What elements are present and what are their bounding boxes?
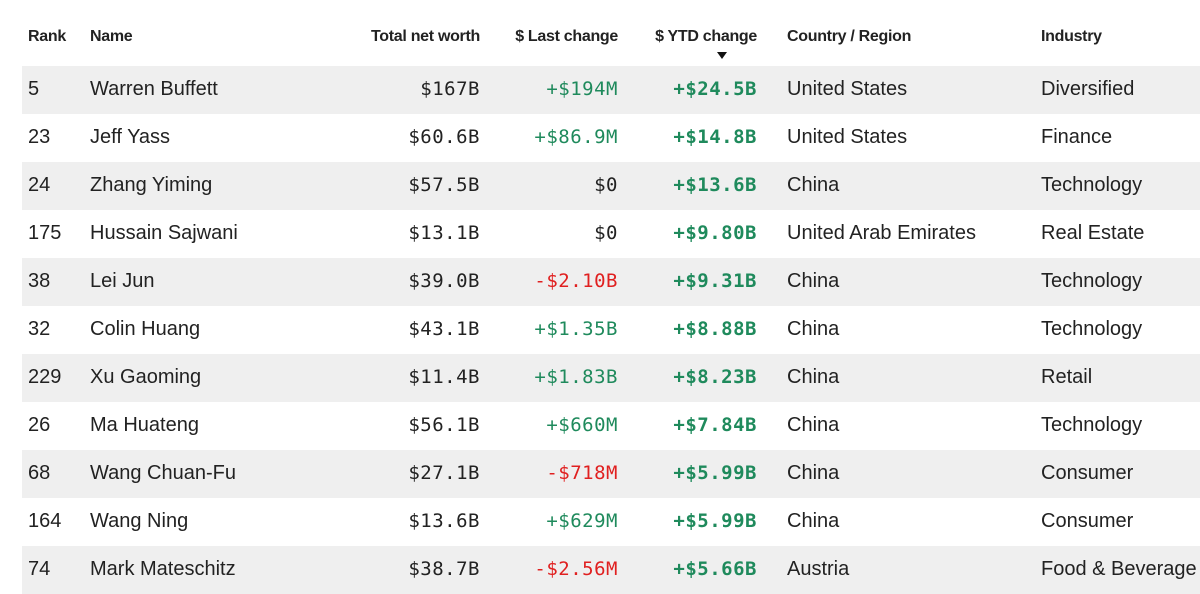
ytd-change-cell: +$8.88B bbox=[673, 318, 757, 340]
table-row[interactable]: 23 Jeff Yass $60.6B +$86.9M +$14.8B United St… bbox=[22, 114, 1200, 162]
ytd-change-cell: +$7.84B bbox=[673, 414, 757, 436]
industry-cell: Technology bbox=[1041, 414, 1143, 436]
industry-cell: Consumer bbox=[1041, 462, 1134, 484]
ytd-change-cell: +$5.99B bbox=[673, 462, 757, 484]
net-worth-cell: $38.7B bbox=[408, 558, 480, 580]
header-industry[interactable]: Industry bbox=[1041, 28, 1102, 45]
country-cell: United Arab Emirates bbox=[787, 222, 976, 244]
table-row[interactable]: 32 Colin Huang $43.1B +$1.35B +$8.88B China Te… bbox=[22, 306, 1200, 354]
net-worth-cell: $43.1B bbox=[408, 318, 480, 340]
ytd-change-cell: +$24.5B bbox=[673, 78, 757, 100]
header-net-worth[interactable]: Total net worth bbox=[371, 28, 480, 45]
last-change-cell: +$660M bbox=[546, 414, 618, 436]
table-header: Rank Name Total net worth $ Last change … bbox=[22, 0, 1200, 66]
rank-cell: 175 bbox=[28, 222, 62, 244]
net-worth-cell: $13.1B bbox=[408, 222, 480, 244]
last-change-cell: +$86.9M bbox=[534, 126, 618, 148]
table-row[interactable]: 175 Hussain Sajwani $13.1B $0 +$9.80B United … bbox=[22, 210, 1200, 258]
table-row[interactable]: 68 Wang Chuan-Fu $27.1B -$718M +$5.99B China C… bbox=[22, 450, 1200, 498]
caret-down-icon bbox=[717, 52, 727, 59]
header-ytd-change[interactable]: $ YTD change bbox=[655, 28, 757, 45]
name-cell: Zhang Yiming bbox=[90, 174, 213, 196]
name-cell: Colin Huang bbox=[90, 318, 201, 340]
net-worth-cell: $27.1B bbox=[408, 462, 480, 484]
country-cell: China bbox=[787, 366, 840, 388]
net-worth-cell: $13.6B bbox=[408, 510, 480, 532]
table-row[interactable]: 24 Zhang Yiming $57.5B $0 +$13.6B China Techno… bbox=[22, 162, 1200, 210]
last-change-cell: +$1.83B bbox=[534, 366, 618, 388]
name-cell: Ma Huateng bbox=[90, 414, 199, 436]
rank-cell: 24 bbox=[28, 174, 51, 196]
industry-cell: Finance bbox=[1041, 126, 1113, 148]
rank-cell: 164 bbox=[28, 510, 62, 532]
industry-cell: Technology bbox=[1041, 174, 1143, 196]
net-worth-cell: $57.5B bbox=[408, 174, 480, 196]
rank-cell: 68 bbox=[28, 462, 51, 484]
name-cell: Hussain Sajwani bbox=[90, 222, 238, 244]
last-change-cell: -$718M bbox=[546, 462, 618, 484]
name-cell: Mark Mateschitz bbox=[90, 558, 236, 580]
table-row[interactable]: 164 Wang Ning $13.6B +$629M +$5.99B China Cons… bbox=[22, 498, 1200, 546]
rank-cell: 229 bbox=[28, 366, 62, 388]
table-body: 5 Warren Buffett $167B +$194M +$24.5B United … bbox=[22, 66, 1200, 594]
name-cell: Lei Jun bbox=[90, 270, 155, 292]
table-row[interactable]: 26 Ma Huateng $56.1B +$660M +$7.84B China Tech… bbox=[22, 402, 1200, 450]
country-cell: United States bbox=[787, 126, 908, 148]
header-name[interactable]: Name bbox=[90, 28, 133, 45]
industry-cell: Diversified bbox=[1041, 78, 1135, 100]
country-cell: China bbox=[787, 174, 840, 196]
industry-cell: Technology bbox=[1041, 270, 1143, 292]
ytd-change-cell: +$8.23B bbox=[673, 366, 757, 388]
last-change-cell: +$1.35B bbox=[534, 318, 618, 340]
net-worth-cell: $60.6B bbox=[408, 126, 480, 148]
net-worth-cell: $56.1B bbox=[408, 414, 480, 436]
name-cell: Xu Gaoming bbox=[90, 366, 202, 388]
ytd-change-cell: +$14.8B bbox=[673, 126, 757, 148]
industry-cell: Retail bbox=[1041, 366, 1093, 388]
net-worth-cell: $167B bbox=[420, 78, 480, 100]
name-cell: Wang Ning bbox=[90, 510, 189, 532]
rank-cell: 5 bbox=[28, 78, 40, 100]
header-last-change[interactable]: $ Last change bbox=[515, 28, 618, 45]
last-change-cell: $0 bbox=[594, 222, 618, 244]
ytd-change-cell: +$9.31B bbox=[673, 270, 757, 292]
country-cell: China bbox=[787, 318, 840, 340]
industry-cell: Consumer bbox=[1041, 510, 1134, 532]
table-row[interactable]: 5 Warren Buffett $167B +$194M +$24.5B United … bbox=[22, 66, 1200, 114]
header-rank[interactable]: Rank bbox=[28, 28, 66, 45]
last-change-cell: $0 bbox=[594, 174, 618, 196]
country-cell: Austria bbox=[787, 558, 850, 580]
name-cell: Jeff Yass bbox=[90, 126, 171, 148]
table-row[interactable]: 38 Lei Jun $39.0B -$2.10B +$9.31B China Techno… bbox=[22, 258, 1200, 306]
country-cell: China bbox=[787, 510, 840, 532]
ytd-change-cell: +$9.80B bbox=[673, 222, 757, 244]
rank-cell: 74 bbox=[28, 558, 51, 580]
rank-cell: 26 bbox=[28, 414, 51, 436]
net-worth-cell: $39.0B bbox=[408, 270, 480, 292]
rank-cell: 32 bbox=[28, 318, 51, 340]
rank-cell: 23 bbox=[28, 126, 51, 148]
name-cell: Warren Buffett bbox=[90, 78, 218, 100]
country-cell: United States bbox=[787, 78, 908, 100]
country-cell: China bbox=[787, 270, 840, 292]
ytd-change-cell: +$5.99B bbox=[673, 510, 757, 532]
last-change-cell: +$194M bbox=[546, 78, 618, 100]
name-cell: Wang Chuan-Fu bbox=[90, 462, 236, 484]
ytd-change-cell: +$5.66B bbox=[673, 558, 757, 580]
net-worth-cell: $11.4B bbox=[408, 366, 480, 388]
country-cell: China bbox=[787, 414, 840, 436]
last-change-cell: -$2.10B bbox=[534, 270, 618, 292]
last-change-cell: -$2.56M bbox=[534, 558, 618, 580]
industry-cell: Food & Beverage bbox=[1041, 558, 1197, 580]
table-row[interactable]: 229 Xu Gaoming $11.4B +$1.83B +$8.23B China Re… bbox=[22, 354, 1200, 402]
country-cell: China bbox=[787, 462, 840, 484]
table-row[interactable]: 74 Mark Mateschitz $38.7B -$2.56M +$5.66B Aus… bbox=[22, 546, 1200, 594]
last-change-cell: +$629M bbox=[546, 510, 618, 532]
industry-cell: Technology bbox=[1041, 318, 1143, 340]
header-country[interactable]: Country / Region bbox=[787, 28, 912, 45]
ytd-change-cell: +$13.6B bbox=[673, 174, 757, 196]
rank-cell: 38 bbox=[28, 270, 51, 292]
industry-cell: Real Estate bbox=[1041, 222, 1145, 244]
